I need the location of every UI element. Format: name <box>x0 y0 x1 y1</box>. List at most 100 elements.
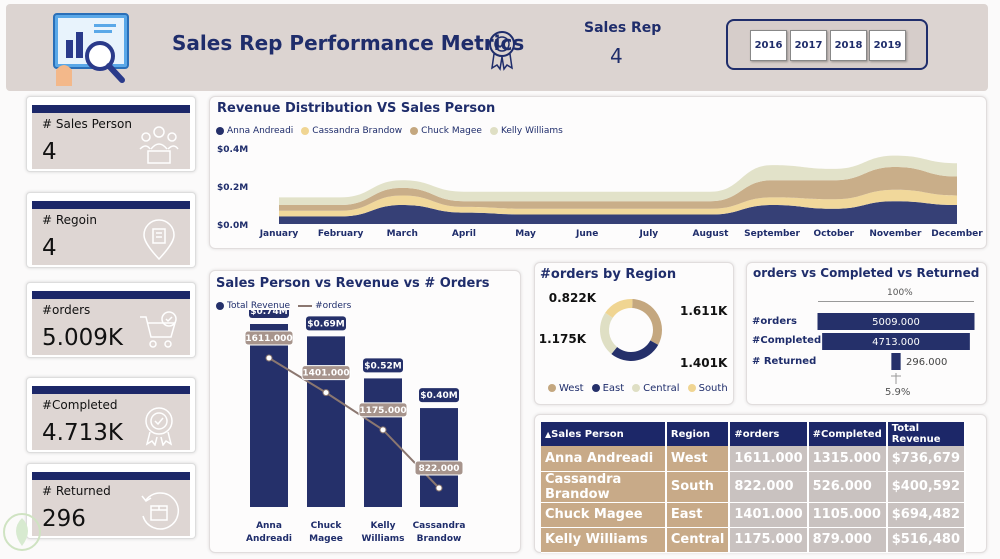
cell-sales-person: Chuck Magee <box>541 502 667 528</box>
x-tick-label: April <box>452 229 476 239</box>
kpi-value: 4.713K <box>42 420 123 446</box>
revenue-distribution-legend: Anna Andreadi Cassandra Brandow Chuck Ma… <box>216 126 563 136</box>
orders-point <box>379 426 387 434</box>
donut-slice <box>600 312 618 354</box>
revenue-orders-title: Sales Person vs Revenue vs # Orders <box>216 276 490 291</box>
category-label: Cassandra <box>413 521 466 531</box>
funnel-value-label: 296.000 <box>906 357 947 368</box>
orders-line <box>268 357 440 489</box>
year-button-2018[interactable]: 2018 <box>830 30 867 61</box>
legend-item[interactable]: Chuck Magee <box>410 126 482 136</box>
bar-value-label: $0.40M <box>420 391 457 401</box>
cell-region: West <box>665 446 731 472</box>
funnel-title: orders vs Completed vs Returned <box>753 266 980 280</box>
legend-item-orders[interactable]: #orders <box>298 301 351 311</box>
orders-label-bg <box>414 460 464 476</box>
year-button-2019[interactable]: 2019 <box>869 30 906 61</box>
orders-label-bg <box>358 402 408 418</box>
bar-value-label: $0.74M <box>250 310 287 317</box>
legend-item[interactable]: Kelly Williams <box>489 126 563 136</box>
y-tick-label: $0.4M <box>217 145 248 155</box>
cell-orders: 822.000 <box>729 471 809 503</box>
kpi-card-completed: #Completed 4.713K <box>26 377 196 453</box>
funnel-row-label: #Completed <box>752 335 822 346</box>
ribbon-series-2 <box>279 167 957 211</box>
cell-sales-person: Cassandra Brandow <box>541 471 667 503</box>
cell-completed: 526.000 <box>807 471 888 503</box>
funnel-top-line <box>818 301 974 302</box>
column-header-total-revenue[interactable]: Total Revenue <box>886 422 967 446</box>
legend-item[interactable]: East <box>591 383 624 394</box>
legend-item[interactable]: Anna Andreadi <box>216 126 293 136</box>
column-header-sales-person[interactable]: ▲Sales Person <box>541 422 667 446</box>
y-tick-label: $0.0M <box>217 221 248 231</box>
sales-rep-count: 4 <box>610 44 623 68</box>
kpi-card-sales-person: # Sales Person 4 <box>26 96 196 172</box>
orders-value-label: 822.000 <box>419 464 460 474</box>
donut-chart: 0.822K 1.611K 1.401K 1.175K <box>539 291 728 370</box>
bar-label-bg <box>249 310 289 318</box>
sales-person-table: ▲Sales Person Region #orders #Completed … <box>541 422 967 553</box>
cell-sales-person: Kelly Williams <box>541 527 667 553</box>
x-tick-label: June <box>575 229 598 239</box>
kpi-value: 296 <box>42 506 86 532</box>
ribbon-series-3 <box>279 155 957 205</box>
legend-item-revenue[interactable]: Total Revenue <box>216 301 290 311</box>
revenue-bar <box>307 336 345 507</box>
return-box-icon <box>141 492 180 530</box>
kpi-label: #Completed <box>42 398 118 412</box>
table-row[interactable]: Kelly Williams Central 1175.000 879.000 … <box>541 527 967 553</box>
column-header-orders[interactable]: #orders <box>729 422 809 446</box>
donut-value-label: 1.175K <box>539 332 587 346</box>
legend-item[interactable]: Cassandra Brandow <box>301 126 402 136</box>
column-header-completed[interactable]: #Completed <box>807 422 888 446</box>
donut-slice <box>611 340 659 361</box>
funnel-row-label: #orders <box>752 316 798 327</box>
cell-total-revenue: $736,679 <box>886 446 967 472</box>
orders-point <box>265 354 273 362</box>
year-button-2016[interactable]: 2016 <box>750 30 787 61</box>
table-row[interactable]: Chuck Magee East 1401.000 1105.000 $694,… <box>541 502 967 528</box>
donut-value-label: 0.822K <box>549 291 597 305</box>
location-pin-icon <box>143 219 175 261</box>
orders-by-region-panel <box>534 262 734 405</box>
x-tick-label: September <box>744 229 800 239</box>
table-row[interactable]: Cassandra Brandow South 822.000 526.000 … <box>541 471 967 503</box>
ribbon-chart: $0.4M $0.2M $0.0M January February March April… <box>217 145 983 239</box>
funnel-bar <box>822 333 970 350</box>
orders-value-label: 1401.000 <box>302 369 349 379</box>
cell-orders: 1175.000 <box>729 527 809 553</box>
category-label: Williams <box>361 534 404 544</box>
year-button-2017[interactable]: 2017 <box>790 30 827 61</box>
table-row[interactable]: Anna Andreadi West 1611.000 1315.000 $73… <box>541 446 967 472</box>
cell-completed: 1105.000 <box>807 502 888 528</box>
funnel-bottom-percent: 5.9% <box>885 387 911 398</box>
bar-label-bg <box>363 358 403 373</box>
legend-item[interactable]: West <box>548 383 584 394</box>
region-legend: West East Central South <box>548 383 728 394</box>
cell-region: South <box>665 471 731 503</box>
watermark-leaf-icon <box>3 513 41 551</box>
legend-item[interactable]: South <box>687 383 728 394</box>
team-icon <box>139 126 179 164</box>
kpi-card-orders: #orders 5.009K <box>26 282 196 358</box>
year-slicer: 2016 2017 2018 2019 <box>726 19 928 70</box>
bar-value-label: $0.69M <box>307 319 344 329</box>
cell-total-revenue: $400,592 <box>886 471 967 503</box>
orders-value-label: 1175.000 <box>359 406 406 416</box>
kpi-label: #orders <box>42 303 91 317</box>
table-header-row: ▲Sales Person Region #orders #Completed … <box>541 422 967 446</box>
award-ribbon-icon <box>489 31 515 71</box>
cell-total-revenue: $516,480 <box>886 527 967 553</box>
category-label: Chuck <box>311 521 343 531</box>
legend-item[interactable]: Central <box>632 383 680 394</box>
funnel-value-label: 4713.000 <box>872 337 920 348</box>
x-tick-label: December <box>931 229 983 239</box>
funnel-bar <box>891 353 901 370</box>
revenue-orders-legend: Total Revenue #orders <box>216 301 351 311</box>
bar-value-label: $0.52M <box>364 361 401 371</box>
ribbon-series-1 <box>279 189 957 217</box>
x-tick-label: November <box>869 229 922 239</box>
bar-label-bg <box>419 388 459 403</box>
column-header-region[interactable]: Region <box>665 422 731 446</box>
